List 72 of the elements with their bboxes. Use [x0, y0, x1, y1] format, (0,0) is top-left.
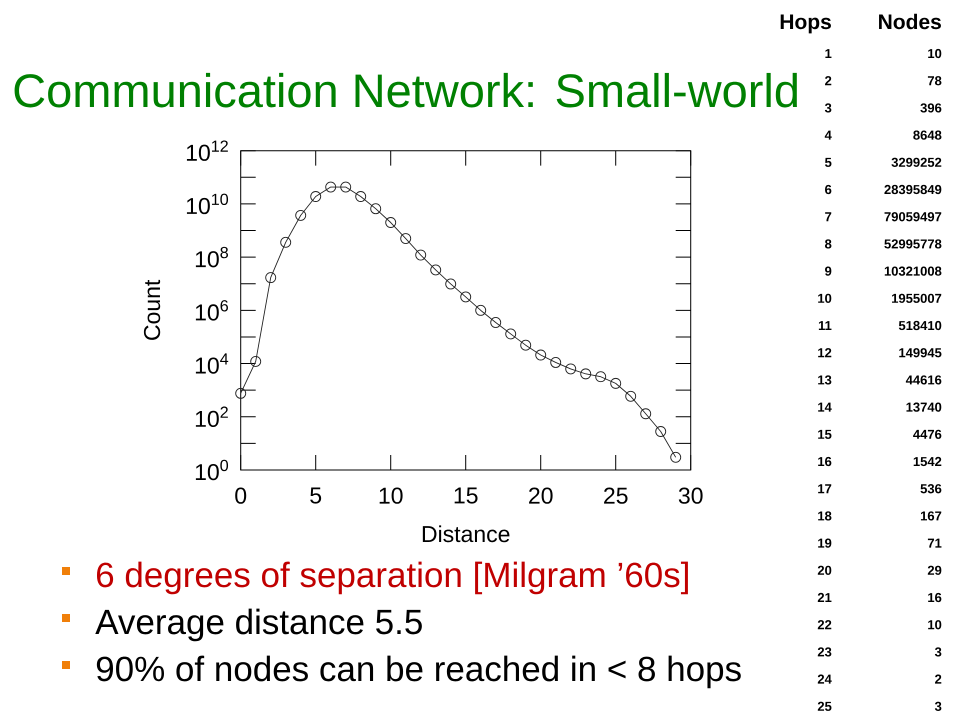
data-label: 29 — [928, 566, 942, 575]
x-tick-label: 30 — [678, 488, 703, 504]
y-axis-title: Hops — [780, 14, 831, 34]
y-tick-label: 10$^{12}$ — [186, 140, 228, 161]
y-tick-label: 10$^{2}$ — [196, 406, 228, 428]
y-tick-label: 10$^{6}$ — [196, 300, 228, 321]
y-tick-label: 10$^{10}$ — [186, 194, 228, 214]
y-tick-label: 12 — [818, 348, 832, 358]
data-label: 1955007 — [892, 294, 942, 303]
y-tick-label: 6 — [825, 184, 832, 194]
y-tick-label: 3 — [824, 103, 832, 113]
x-axis-title: Distance — [422, 525, 510, 542]
y-tick-label: 10$^{4}$ — [196, 353, 228, 374]
data-label: 167 — [920, 511, 942, 521]
y-tick-label: 9 — [825, 266, 832, 276]
x-tick-label: 10 — [380, 488, 403, 504]
data-label: 3299252 — [892, 158, 942, 167]
data-label: 44616 — [906, 375, 942, 385]
text: 6 degrees of separation [Milgram ’60s] — [96, 562, 688, 594]
data-label: 8648 — [913, 130, 942, 140]
x-tick-label: 5 — [310, 488, 322, 504]
y-tick-label: 4 — [824, 130, 832, 140]
y-tick-label: 14 — [818, 402, 832, 412]
data-label: 28395849 — [884, 184, 942, 194]
y-tick-label: 1 — [825, 49, 832, 58]
y-tick-label: 24 — [818, 674, 832, 684]
x-tick-label: 15 — [454, 488, 478, 504]
y-tick-label: 16 — [818, 456, 832, 466]
y-axis-title: Count — [144, 280, 160, 340]
y-tick-label: 23 — [818, 647, 832, 657]
y-tick-label: 2 — [825, 76, 832, 86]
y-tick-label: 21 — [818, 592, 832, 602]
y-tick-label: 11 — [818, 321, 832, 330]
data-label: 396 — [920, 103, 942, 113]
y-tick-label: 10$^{0}$ — [196, 460, 228, 480]
data-label: 149945 — [899, 348, 942, 358]
data-label: 2 — [935, 674, 942, 684]
text: 90% of nodes can be reached in < 8 hops — [96, 656, 741, 688]
chart-title: Communication Network: Small-world — [14, 72, 797, 108]
data-label: 71 — [928, 538, 942, 548]
data-label: 16 — [928, 592, 942, 602]
y-tick-label: 17 — [818, 484, 832, 494]
y-tick-label: 13 — [818, 375, 832, 385]
y-tick-label: 22 — [818, 620, 832, 630]
data-label: 518410 — [898, 320, 942, 330]
y-tick-label: 15 — [818, 430, 832, 439]
y-tick-label: 19 — [818, 538, 832, 548]
data-label: 536 — [920, 484, 942, 494]
text: Average distance 5.5 — [95, 608, 422, 642]
y-tick-label: 5 — [824, 158, 832, 167]
data-label: 13740 — [906, 402, 942, 412]
data-label: 79059497 — [884, 212, 942, 222]
data-label: 1542 — [914, 456, 942, 466]
data-label: 4476 — [913, 430, 942, 439]
data-label: 52995778 — [884, 239, 942, 249]
x-tick-label: Nodes — [879, 14, 941, 30]
y-tick-label: 8 — [824, 239, 832, 249]
data-label: 10 — [928, 48, 942, 58]
data-label: 10321008 — [884, 266, 942, 276]
data-label: 10 — [928, 620, 942, 630]
x-tick-label: 25 — [604, 488, 628, 504]
y-tick-label: 10$^{8}$ — [196, 246, 228, 268]
y-tick-label: 10 — [818, 294, 832, 303]
data-label: 3 — [934, 647, 942, 657]
data-label: 78 — [928, 76, 942, 86]
y-tick-label: 7 — [825, 212, 832, 222]
y-tick-label: 18 — [818, 511, 832, 521]
data-label: 3 — [934, 702, 942, 711]
x-tick-label: 20 — [529, 488, 553, 504]
y-tick-label: 25 — [818, 702, 832, 711]
x-tick-label: 0 — [235, 488, 246, 504]
y-tick-label: 20 — [818, 566, 832, 575]
